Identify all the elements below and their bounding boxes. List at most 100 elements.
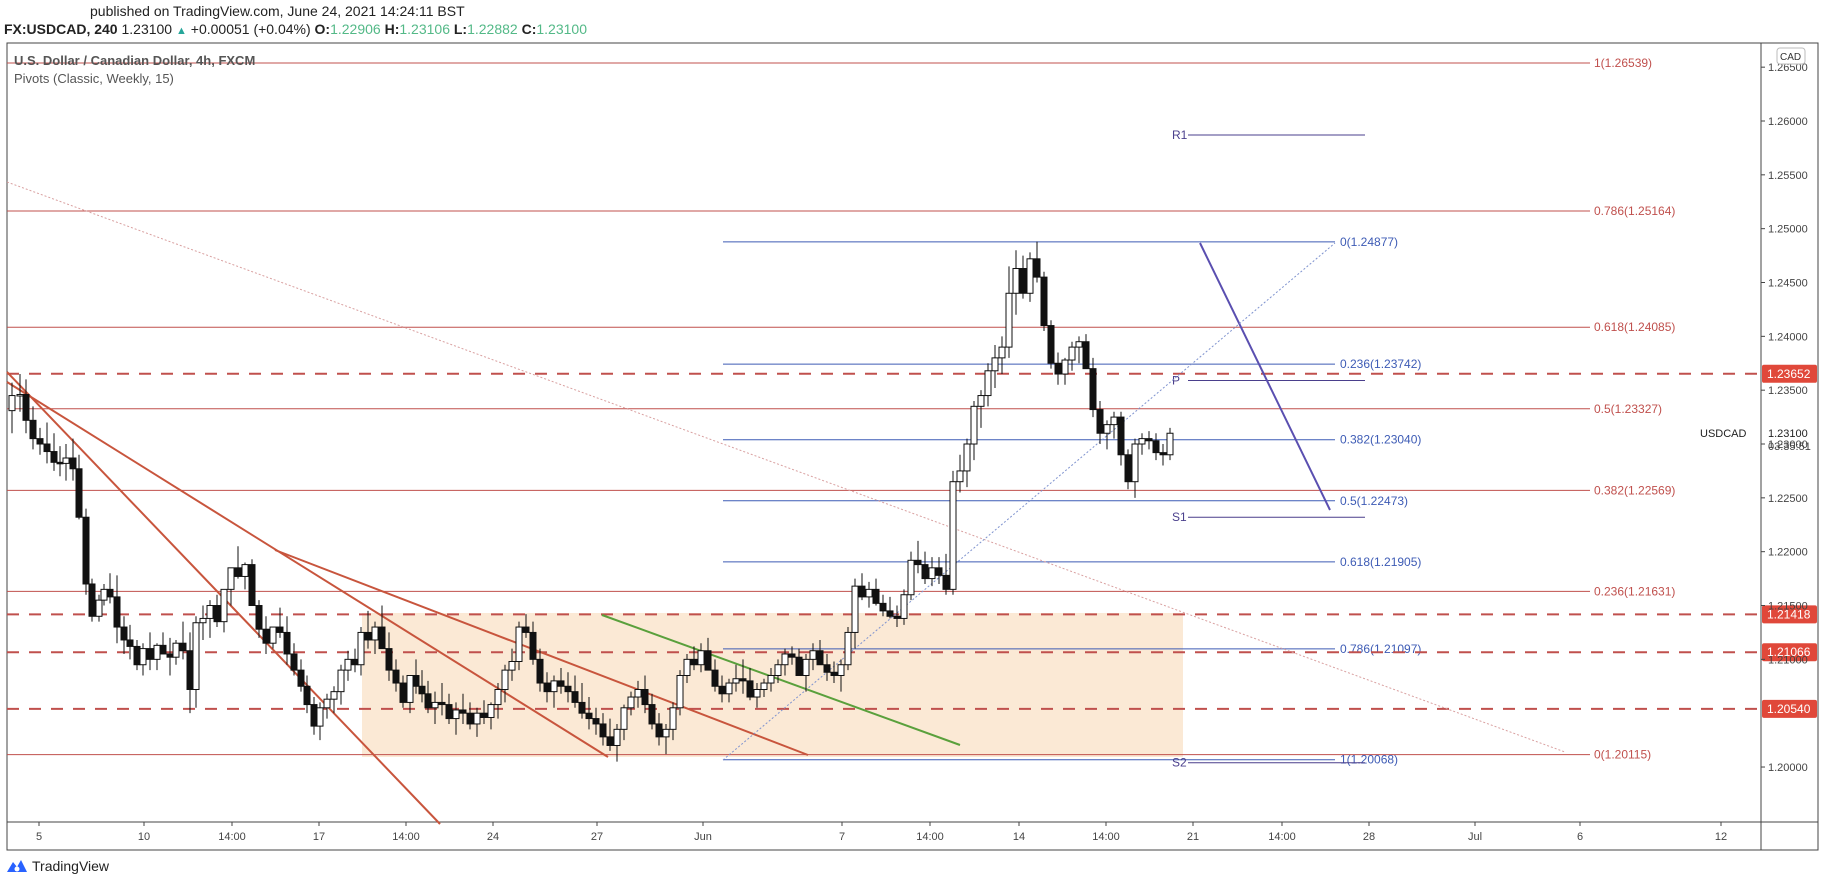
bearish-candle[interactable] [75,468,83,518]
bullish-candle[interactable] [515,626,523,663]
bullish-candle[interactable] [473,712,481,725]
bearish-candle[interactable] [392,669,400,684]
bearish-candle[interactable] [22,393,30,421]
bearish-candle[interactable] [1019,268,1027,294]
bearish-candle[interactable] [303,685,311,706]
bearish-candle[interactable] [795,656,803,677]
bullish-candle[interactable] [1103,424,1111,434]
bullish-candle[interactable] [1026,258,1034,294]
bearish-candle[interactable] [557,680,565,687]
bullish-candle[interactable] [753,688,761,698]
bullish-candle[interactable] [1068,346,1076,361]
bearish-candle[interactable] [36,438,44,445]
bearish-candle[interactable] [543,682,551,693]
bearish-candle[interactable] [179,642,187,652]
bullish-candle[interactable] [1110,416,1118,426]
bearish-candle[interactable] [788,653,796,658]
bearish-candle[interactable] [50,451,58,463]
bearish-candle[interactable] [921,564,929,580]
long-term-trendline-dotted[interactable] [6,181,1566,753]
bullish-candle[interactable] [970,405,978,445]
bearish-candle[interactable] [529,631,537,660]
bearish-candle[interactable] [69,457,77,470]
bearish-candle[interactable] [606,736,614,746]
bullish-candle[interactable] [227,567,235,590]
bullish-candle[interactable] [662,728,670,738]
bearish-candle[interactable] [290,653,298,671]
bullish-candle[interactable] [1012,268,1020,294]
bullish-candle[interactable] [406,675,414,703]
bearish-candle[interactable] [120,626,128,641]
bearish-candle[interactable] [1145,438,1153,442]
bullish-candle[interactable] [620,707,628,730]
bullish-candle[interactable] [732,678,740,684]
bullish-candle[interactable] [206,605,214,619]
bullish-candle[interactable] [371,626,379,641]
bullish-candle[interactable] [95,599,103,617]
bullish-candle[interactable] [1075,341,1083,348]
bullish-candle[interactable] [774,664,782,677]
bearish-candle[interactable] [106,588,114,598]
bearish-candle[interactable] [438,701,446,706]
bearish-candle[interactable] [351,658,359,666]
bullish-candle[interactable] [330,691,338,700]
lower-high-trendline[interactable] [274,549,809,756]
bullish-candle[interactable] [1131,443,1139,483]
bearish-candle[interactable] [146,648,154,660]
bullish-candle[interactable] [431,701,439,709]
bearish-candle[interactable] [823,664,831,673]
bullish-candle[interactable] [837,664,845,677]
bearish-candle[interactable] [655,723,663,738]
bullish-candle[interactable] [16,393,24,397]
bearish-candle[interactable] [718,685,726,695]
bullish-candle[interactable] [725,682,733,695]
bearish-candle[interactable] [248,564,256,607]
bearish-candle[interactable] [385,648,393,671]
currency-button[interactable] [1776,47,1806,65]
bullish-candle[interactable] [683,658,691,677]
purple-downtrend-line[interactable] [1199,242,1331,511]
bullish-candle[interactable] [963,443,971,472]
bearish-candle[interactable] [1096,409,1104,434]
bullish-candle[interactable] [220,588,228,623]
bearish-candle[interactable] [592,718,600,725]
bullish-candle[interactable] [851,585,859,633]
bearish-candle[interactable] [571,691,579,703]
bearish-candle[interactable] [418,685,426,695]
bullish-candle[interactable] [139,648,147,666]
bullish-candle[interactable] [802,658,810,677]
bearish-candle[interactable] [648,704,656,725]
downtrend-line[interactable] [6,381,609,758]
bullish-candle[interactable] [984,370,992,397]
fib-diagonal-dotted[interactable] [722,242,1336,761]
bullish-candle[interactable] [998,346,1006,359]
bearish-candle[interactable] [234,567,242,577]
bullish-candle[interactable] [487,704,495,718]
bearish-candle[interactable] [746,680,754,698]
bearish-candle[interactable] [893,615,901,619]
bullish-candle[interactable] [192,622,200,690]
bearish-candle[interactable] [711,669,719,687]
bullish-candle[interactable] [501,669,509,690]
bearish-candle[interactable] [186,650,194,690]
bearish-candle[interactable] [480,712,488,718]
bearish-candle[interactable] [564,685,572,693]
bearish-candle[interactable] [1089,368,1097,411]
bearish-candle[interactable] [522,626,530,633]
bullish-candle[interactable] [949,481,957,590]
bearish-candle[interactable] [942,574,950,590]
bearish-candle[interactable] [466,712,474,725]
green-trendline[interactable] [601,614,961,746]
bullish-candle[interactable] [269,626,277,644]
bearish-candle[interactable] [739,678,747,682]
bullish-candle[interactable] [781,653,789,666]
bullish-candle[interactable] [1061,359,1069,375]
bearish-candle[interactable] [1159,452,1167,456]
bearish-candle[interactable] [424,693,432,709]
bearish-candle[interactable] [412,675,420,687]
bearish-candle[interactable] [641,688,649,706]
bullish-candle[interactable] [865,588,873,598]
bearish-candle[interactable] [276,626,284,633]
bullish-candle[interactable] [767,675,775,684]
